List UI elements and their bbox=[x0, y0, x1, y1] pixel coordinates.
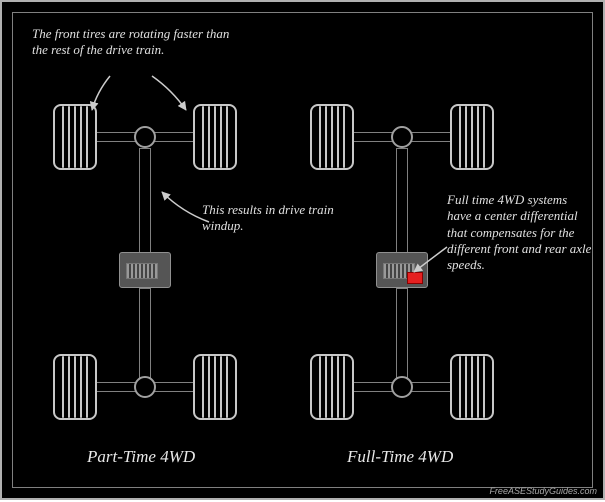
watermark: FreeASEStudyGuides.com bbox=[489, 486, 597, 496]
center-differential-highlight bbox=[407, 272, 423, 284]
front-driveshaft-right bbox=[396, 148, 408, 254]
rear-driveshaft-right bbox=[396, 288, 408, 378]
tire-rr-right bbox=[450, 354, 494, 420]
tire-fl-right bbox=[310, 104, 354, 170]
front-diff-left bbox=[134, 126, 156, 148]
tire-rl-left bbox=[53, 354, 97, 420]
caption-left: Part-Time 4WD bbox=[87, 447, 195, 467]
tire-rl-right bbox=[310, 354, 354, 420]
diagram-frame: The front tires are rotating faster than… bbox=[0, 0, 605, 500]
rear-diff-left bbox=[134, 376, 156, 398]
callout-fulltime: Full time 4WD systems have a center diff… bbox=[447, 192, 592, 273]
tire-fl-left bbox=[53, 104, 97, 170]
tire-rr-left bbox=[193, 354, 237, 420]
rear-diff-right bbox=[391, 376, 413, 398]
transfer-case-left bbox=[119, 252, 171, 288]
rear-driveshaft-left bbox=[139, 288, 151, 378]
front-diff-right bbox=[391, 126, 413, 148]
tire-fr-left bbox=[193, 104, 237, 170]
front-driveshaft-left bbox=[139, 148, 151, 254]
callout-windup: This results in drive train windup. bbox=[202, 202, 352, 235]
caption-right: Full-Time 4WD bbox=[347, 447, 453, 467]
tire-fr-right bbox=[450, 104, 494, 170]
callout-front-tires: The front tires are rotating faster than… bbox=[32, 26, 232, 59]
